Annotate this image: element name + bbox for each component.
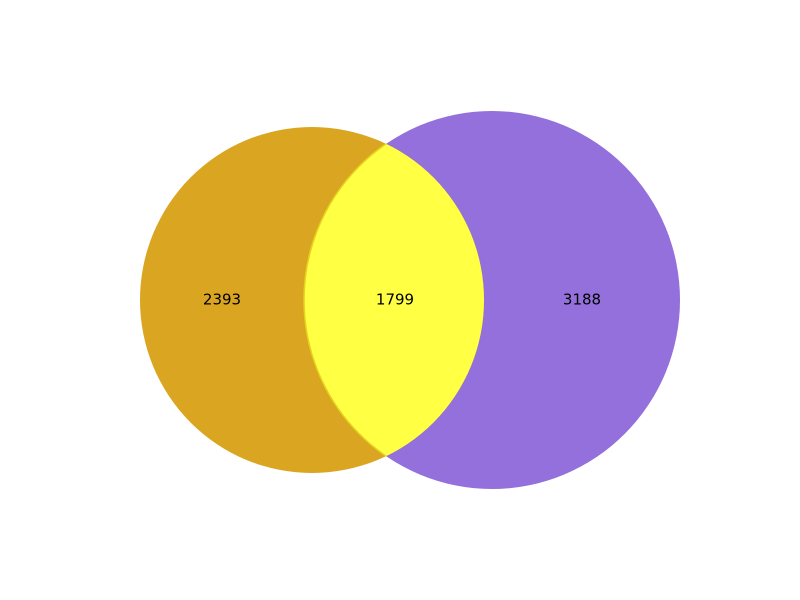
intersection-region bbox=[303, 127, 484, 473]
only-b-count-label: 3188 bbox=[563, 291, 601, 309]
only-a-count-label: 2393 bbox=[203, 291, 241, 309]
intersection-count-label: 1799 bbox=[376, 291, 414, 309]
